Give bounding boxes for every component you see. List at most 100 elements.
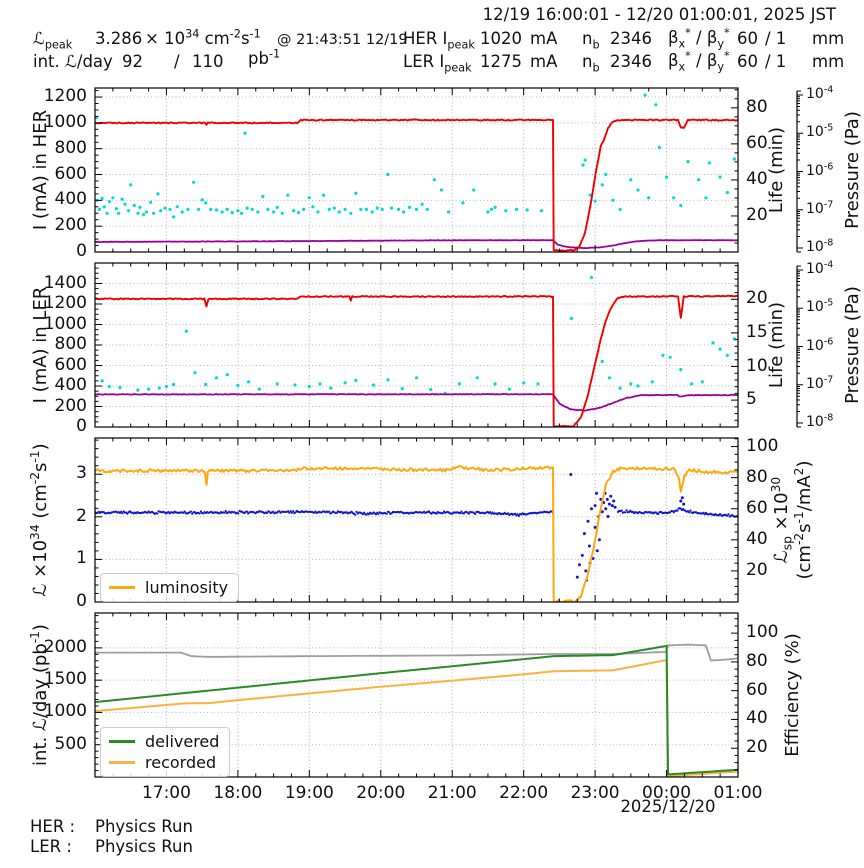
legend-luminosity: luminosity [100, 573, 240, 602]
right-axis-label: ℒsp ×1030 (cm-2s-1/mA2) [769, 460, 815, 580]
right-tick-label: 40 [746, 528, 768, 549]
y-tick-label: 1500 [43, 669, 87, 690]
intl-total: 110 [192, 52, 224, 71]
right-tick-label: 60 [746, 497, 768, 518]
chart-her-current [94, 87, 803, 253]
right-tick-label: 20 [746, 288, 768, 309]
right-tick-label: 80 [746, 96, 768, 117]
y-tick-label: 0 [76, 591, 87, 611]
ler-status-value: Physics Run [95, 837, 193, 856]
series-specific-luminosity-band-2 [616, 507, 738, 518]
x-tick-label: 23:00 [570, 783, 620, 803]
ler-beta-x: 60 [737, 52, 758, 71]
right-tick-label: 60 [746, 132, 768, 153]
pressure-axis-label: Pressure (Pa) [842, 111, 863, 229]
intl-label: int. ℒ/day [33, 52, 113, 71]
y-tick-label: 1000 [43, 111, 87, 132]
legend-label: recorded [145, 753, 217, 772]
intl-value: 92 [122, 52, 143, 71]
legend-label: luminosity [145, 578, 229, 597]
her-peak-label: HER Ipeak [403, 29, 475, 52]
ler-beta-unit: mm [812, 52, 845, 71]
date-range: 12/19 16:00:01 - 12/20 01:00:01, 2025 JS… [482, 5, 836, 24]
her-beta-label: βx* / βy* [668, 26, 730, 51]
right-tick-label: 100 [746, 622, 779, 643]
y-axis-label: I (mA) in HER [30, 109, 51, 231]
her-peak-unit: mA [530, 29, 558, 48]
series-ler-lifetime-scatter [100, 275, 737, 395]
right-axis-label: Life (min) [766, 126, 787, 214]
series-efficiency-line [95, 643, 738, 662]
series-ler-beam-current [95, 294, 738, 427]
legend-item: delivered [109, 731, 219, 752]
y-tick-label: 800 [54, 137, 87, 158]
legend-label: delivered [145, 732, 220, 751]
right-tick-label: 60 [746, 679, 768, 700]
ler-beta-label: βx* / βy* [668, 49, 730, 74]
y-tick-label: 600 [54, 354, 87, 375]
right-tick-label: 5 [746, 389, 757, 410]
pressure-tick-label: 10-7 [806, 374, 834, 392]
pressure-tick-label: 10-6 [806, 160, 834, 179]
y-axis-label: ℒ ×1034 (cm-2s-1) [28, 443, 51, 597]
y-axis-label: int. ℒ/day (pb-1) [28, 624, 51, 766]
x-tick-label: 00:00 [642, 783, 692, 803]
y-tick-label: 1200 [43, 293, 87, 313]
legend-item: recorded [109, 752, 219, 773]
pressure-tick-label: 10-4 [806, 259, 834, 277]
legend-swatch [109, 740, 135, 743]
pressure-tick-label: 10-6 [806, 335, 834, 354]
pressure-tick-label: 10-8 [806, 237, 834, 255]
x-tick-label: 19:00 [284, 783, 334, 803]
her-beta-y: / 1 [765, 29, 787, 48]
series-ler-pressure-line [95, 392, 738, 412]
ler-nb-value: 2346 [610, 52, 652, 71]
y-tick-label: 1 [76, 548, 87, 569]
intl-unit: pb-1 [248, 47, 281, 68]
legend-integrated-luminosity: delivered recorded [100, 727, 231, 777]
y-tick-label: 1000 [43, 313, 87, 334]
x-tick-label: 01:00 [713, 783, 763, 803]
her-beta-x: 60 [737, 29, 758, 48]
ler-status-label: LER : [30, 837, 72, 856]
y-tick-label: 200 [54, 215, 87, 236]
series-recorded-line [95, 659, 738, 777]
series-her-lifetime-scatter [95, 93, 737, 219]
ler-peak-unit: mA [530, 52, 558, 71]
right-tick-label: 20 [746, 559, 768, 580]
lpeak-unit: × 1034 cm-2s-1 [145, 27, 261, 48]
legend-swatch [109, 586, 135, 589]
her-peak-value: 1020 [480, 29, 522, 48]
her-status-value: Physics Run [95, 817, 193, 836]
series-specific-luminosity-band-1 [95, 509, 555, 518]
series-luminosity-line [95, 465, 738, 602]
y-tick-label: 1000 [43, 701, 87, 722]
right-axis-label: Efficiency (%) [782, 633, 803, 757]
x-tick-label: 22:00 [499, 783, 549, 803]
series-her-beam-current [95, 118, 738, 252]
y-tick-label: 0 [76, 416, 87, 436]
ler-peak-value: 1275 [480, 52, 522, 71]
y-tick-label: 200 [54, 395, 87, 416]
lpeak-label: ℒpeak [33, 29, 73, 52]
right-tick-label: 15 [746, 321, 768, 342]
series-her-pressure-line [95, 239, 738, 250]
lpeak-time: @ 21:43:51 12/19 [277, 32, 408, 48]
pressure-axis-label: Pressure (Pa) [842, 286, 863, 404]
y-tick-label: 2000 [43, 636, 87, 657]
series-specific-luminosity-recovery [569, 473, 686, 582]
right-tick-label: 40 [746, 168, 768, 189]
x-tick-label: 20:00 [356, 783, 406, 803]
right-tick-label: 100 [746, 435, 779, 456]
pressure-tick-label: 10-4 [806, 84, 834, 102]
y-tick-label: 1400 [43, 272, 87, 293]
her-nb-value: 2346 [610, 29, 652, 48]
y-tick-label: 1200 [43, 86, 87, 107]
right-tick-label: 20 [746, 737, 768, 758]
her-beta-unit: mm [812, 29, 845, 48]
pressure-tick-label: 10-7 [806, 199, 834, 217]
y-tick-label: 800 [54, 334, 87, 354]
y-tick-label: 400 [54, 375, 87, 395]
